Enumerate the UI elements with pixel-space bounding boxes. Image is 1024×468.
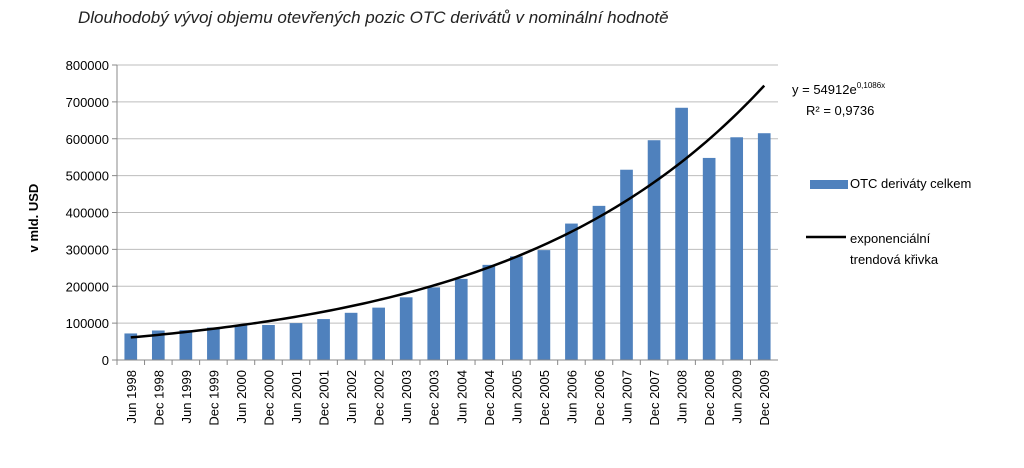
bar <box>372 307 385 360</box>
x-tick-label: Dec 2001 <box>317 370 332 426</box>
x-tick-label: Jun 2003 <box>399 370 414 424</box>
x-tick-label: Dec 2005 <box>537 370 552 426</box>
x-tick-label: Jun 2002 <box>344 370 359 424</box>
bar <box>647 140 661 360</box>
x-tick-label: Dec 1998 <box>151 370 166 426</box>
x-tick-label: Jun 2004 <box>454 370 469 424</box>
axes <box>116 65 778 361</box>
chart-title: Dlouhodobý vývoj objemu otevřených pozic… <box>78 8 669 27</box>
y-axis-label: v mld. USD <box>26 184 41 253</box>
trend-line <box>130 84 766 339</box>
bar <box>482 264 496 360</box>
legend-label-trend: exponenciální trendová křivka <box>850 231 939 267</box>
trend-equation: y = 54912e0,1086x <box>792 81 885 97</box>
y-tick-label: 300000 <box>66 242 109 257</box>
x-tick-label: Jun 2009 <box>730 370 745 424</box>
x-tick-labels: Jun 1998 Dec 1998 Jun 1999 Dec 1999 Jun 2000… <box>124 370 772 426</box>
bar <box>234 325 248 360</box>
bar <box>454 278 468 360</box>
bar <box>757 133 771 360</box>
y-tick-label: 500000 <box>66 169 109 184</box>
x-tick-label: Dec 2008 <box>702 370 717 426</box>
bar <box>151 330 165 360</box>
bar <box>179 330 193 360</box>
bar <box>317 319 330 360</box>
y-tick-label: 400000 <box>66 206 109 221</box>
x-tick-label: Dec 2000 <box>261 370 276 426</box>
x-tick-label: Jun 2008 <box>675 370 690 424</box>
bar <box>427 287 441 360</box>
x-tick-label: Jun 2006 <box>564 370 579 424</box>
x-tick-label: Jun 2001 <box>289 370 304 424</box>
y-tick-label: 600000 <box>66 132 109 147</box>
trend-equation-base: y = 54912e <box>792 82 857 97</box>
bar <box>289 323 303 360</box>
x-tick-label: Dec 2006 <box>592 370 607 426</box>
trend-r-squared: R² = 0,9736 <box>806 103 875 118</box>
y-tick-label: 0 <box>102 353 109 368</box>
bar <box>730 137 744 360</box>
bar <box>592 205 606 360</box>
x-tick-label: Dec 2004 <box>482 370 497 426</box>
x-tick-label: Jun 1998 <box>124 370 139 424</box>
bar <box>565 223 578 360</box>
bar <box>620 169 633 360</box>
x-tick-label: Dec 2007 <box>647 370 662 426</box>
bar <box>675 107 688 361</box>
y-tick-labels: 0 100000 200000 300000 400000 500000 600000 700… <box>66 58 109 368</box>
bar <box>262 324 275 360</box>
bar <box>207 327 220 360</box>
y-tick-label: 200000 <box>66 279 109 294</box>
bar <box>510 256 523 360</box>
trend-equation-exponent: 0,1086x <box>856 81 886 90</box>
y-tick-label: 800000 <box>66 58 109 73</box>
legend-bar-swatch <box>810 180 848 189</box>
bar <box>702 157 716 360</box>
x-tick-label: Jun 2000 <box>234 370 249 424</box>
y-tick-label: 700000 <box>66 95 109 110</box>
bar <box>537 250 551 360</box>
x-tick-label: Dec 2003 <box>427 370 442 426</box>
legend-label-bars: OTC deriváty celkem <box>850 176 972 191</box>
trend-series <box>130 84 766 339</box>
x-tick-label: Jun 1999 <box>179 370 194 424</box>
x-tick-label: Dec 2009 <box>757 370 772 426</box>
x-tick-label: Jun 2007 <box>620 370 635 424</box>
x-tick-label: Jun 2005 <box>509 370 524 424</box>
bar <box>344 312 358 360</box>
bar <box>124 333 138 360</box>
bar-series <box>124 107 771 361</box>
x-tick-label: Dec 1999 <box>206 370 221 426</box>
bar <box>399 297 413 360</box>
y-tick-label: 100000 <box>66 316 109 331</box>
x-tick-label: Dec 2002 <box>372 370 387 426</box>
